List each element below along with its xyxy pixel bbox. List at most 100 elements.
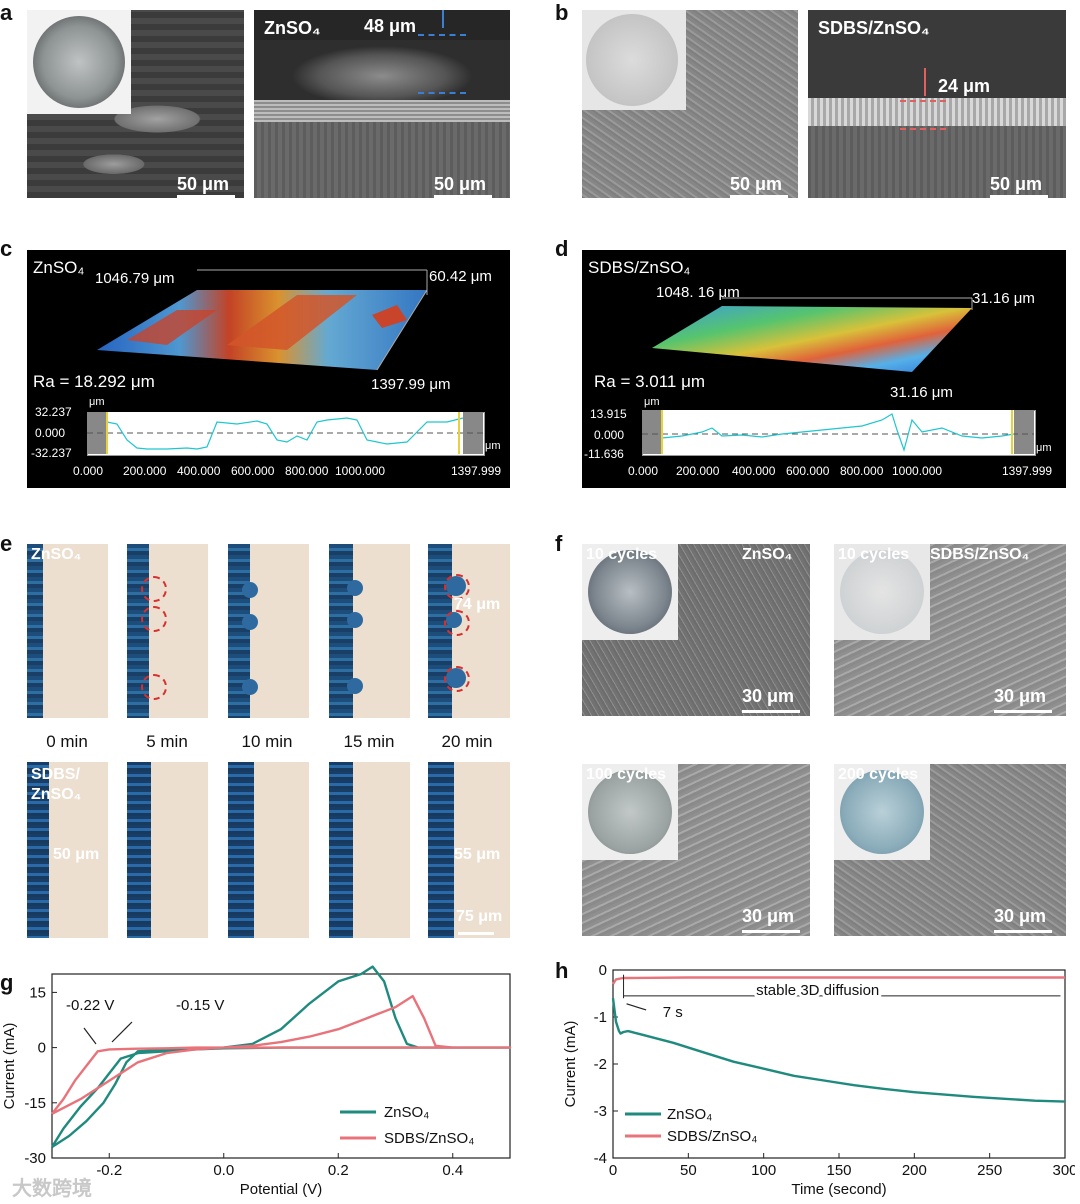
panel-e-top-20min: 74 μm xyxy=(428,544,510,718)
y-tick-label: -15 xyxy=(24,1095,46,1112)
profile-x-tick: 400.000 xyxy=(732,464,776,478)
panel-c-profile-line xyxy=(87,412,483,454)
annotation-label: -0.22 V xyxy=(66,997,114,1014)
electrode-photo xyxy=(582,544,678,640)
series-line-znso4 xyxy=(611,998,1066,1103)
profile-x-tick: 200.000 xyxy=(676,464,720,478)
x-axis-label: Time (second) xyxy=(791,1181,886,1198)
profile-x-tick: 0.000 xyxy=(628,464,659,478)
profile-x-tick: 800.000 xyxy=(840,464,884,478)
scale-bar xyxy=(730,195,788,198)
scale-bar xyxy=(742,930,800,933)
panel-e-bottom-label-1: SDBS/ xyxy=(31,766,80,783)
panel-d-ra: Ra = 3.011 μm xyxy=(594,372,706,391)
panel-label-a: a xyxy=(0,0,13,25)
profile-unit: μm xyxy=(89,396,105,408)
panel-d-topography: SDBS/ZnSO₄ 1048. 16 μm 31.16 μm 31.16 μm… xyxy=(582,250,1066,488)
panel-f-200cycles: 200 cycles 30 μm xyxy=(834,764,1066,936)
panel-d-length-label: 31.16 μm xyxy=(890,384,953,401)
electrode-photo xyxy=(582,764,678,860)
profile-x-tick: 1000.000 xyxy=(892,464,943,478)
watermark: 大数跨境 xyxy=(12,1178,92,1200)
panel-d-width-label: 1048. 16 μm xyxy=(656,284,740,301)
cycles-label: 200 cycles xyxy=(838,766,919,783)
profile-y-tick: 0.000 xyxy=(35,426,66,440)
thickness-line-top xyxy=(418,34,466,36)
scale-bar-label: 50 μm xyxy=(990,174,1043,194)
profile-x-tick: 600.000 xyxy=(231,464,275,478)
cycles-label: 100 cycles xyxy=(586,766,667,783)
chart-g-cyclic-voltammetry: -0.2 0.0 0.2 0.4 15 0 -15 -30 Potential (V) Curre… xyxy=(1,965,512,1198)
profile-unit-right: μm xyxy=(485,440,501,452)
time-label: 0 min xyxy=(46,732,88,751)
annotation-arrow xyxy=(111,1021,133,1043)
scale-bar xyxy=(742,710,800,713)
time-label: 15 min xyxy=(343,732,395,751)
panel-b-cross-section-sem: SDBS/ZnSO₄ 24 μm 50 μm xyxy=(808,10,1066,198)
profile-x-tick: 400.000 xyxy=(177,464,221,478)
profile-x-tick: 0.000 xyxy=(73,464,104,478)
panel-b-thickness: 24 μm xyxy=(938,76,991,96)
y-tick-label: -4 xyxy=(594,1150,607,1167)
x-tick-label: 50 xyxy=(680,1162,697,1179)
panel-a-thickness: 48 μm xyxy=(364,16,417,36)
profile-y-tick: -32.237 xyxy=(31,446,72,460)
panel-e-top-5min xyxy=(127,544,208,718)
panel-label-g: g xyxy=(0,970,14,995)
panel-e-top-0min: ZnSO₄ xyxy=(27,544,108,718)
legend-entry: ZnSO₄ xyxy=(384,1104,429,1121)
electrode-photo xyxy=(834,544,930,640)
panel-e-bottom-20min: 55 μm 75 μm xyxy=(428,762,510,938)
panel-d-profile-line xyxy=(642,410,1034,454)
thickness-line-bottom xyxy=(418,92,466,94)
panel-e-top-measure: 74 μm xyxy=(454,596,501,613)
panel-e-top-15min xyxy=(329,544,410,718)
thickness-line-bottom xyxy=(900,128,946,130)
scale-bar-label: 30 μm xyxy=(742,686,795,706)
scale-bar xyxy=(177,195,235,198)
series-line-sdbs xyxy=(611,976,1065,985)
scale-bar xyxy=(458,932,494,935)
x-tick-label: 250 xyxy=(977,1162,1002,1179)
panel-label-e: e xyxy=(0,531,13,556)
scale-bar-label: 30 μm xyxy=(742,906,795,926)
plot-frame xyxy=(51,973,511,1159)
profile-x-tick: 800.000 xyxy=(285,464,329,478)
chart-h-chronoamperometry: 0 50 100 150 200 250 300 0 -1 -2 -3 -4 Time (second)… xyxy=(562,962,1075,1198)
panel-e-top-10min xyxy=(228,544,309,718)
panel-f-100cycles: 100 cycles 30 μm xyxy=(582,764,810,936)
scale-bar-label: 50 μm xyxy=(177,174,230,194)
thickness-arrow xyxy=(442,10,444,28)
annotation-label: stable 3D diffusion xyxy=(756,982,879,999)
time-label: 5 min xyxy=(146,732,188,751)
x-tick-label: 0.2 xyxy=(328,1162,349,1179)
profile-unit-right: μm xyxy=(1036,442,1052,454)
panel-c-topography: ZnSO₄ 1046.79 μm 60.42 μm 1397.99 μm Ra … xyxy=(27,250,510,488)
electrolyte-label: ZnSO₄ xyxy=(742,546,793,563)
scale-bar-label: 50 μm xyxy=(434,174,487,194)
panel-c-length-label: 1397.99 μm xyxy=(371,376,451,393)
x-tick-label: -0.2 xyxy=(96,1162,122,1179)
y-tick-label: 0 xyxy=(599,962,607,979)
profile-x-tick: 1000.000 xyxy=(335,464,386,478)
annotation-arrow xyxy=(626,1003,647,1011)
profile-x-tick: 1397.999 xyxy=(1002,464,1053,478)
y-tick-label: -30 xyxy=(24,1150,46,1167)
y-axis-label: Current (mA) xyxy=(1,1023,18,1110)
panel-label-b: b xyxy=(555,0,569,25)
panel-b-top-view-sem: 50 μm xyxy=(582,10,798,198)
panel-label-d: d xyxy=(555,236,569,261)
panel-label-h: h xyxy=(555,958,569,983)
panel-e-scale: 75 μm xyxy=(456,908,503,925)
x-tick-label: 100 xyxy=(751,1162,776,1179)
panel-label-f: f xyxy=(555,531,563,556)
x-tick-label: 150 xyxy=(826,1162,851,1179)
panel-e-bottom-measure-left: 50 μm xyxy=(53,846,100,863)
thickness-line-top xyxy=(900,100,946,102)
annotation-label: 7 s xyxy=(663,1004,683,1021)
scale-bar-label: 30 μm xyxy=(994,686,1047,706)
scale-bar xyxy=(994,930,1052,933)
legend-entry: SDBS/ZnSO₄ xyxy=(384,1130,474,1147)
scale-bar xyxy=(994,710,1052,713)
legend-entry: SDBS/ZnSO₄ xyxy=(667,1128,757,1145)
